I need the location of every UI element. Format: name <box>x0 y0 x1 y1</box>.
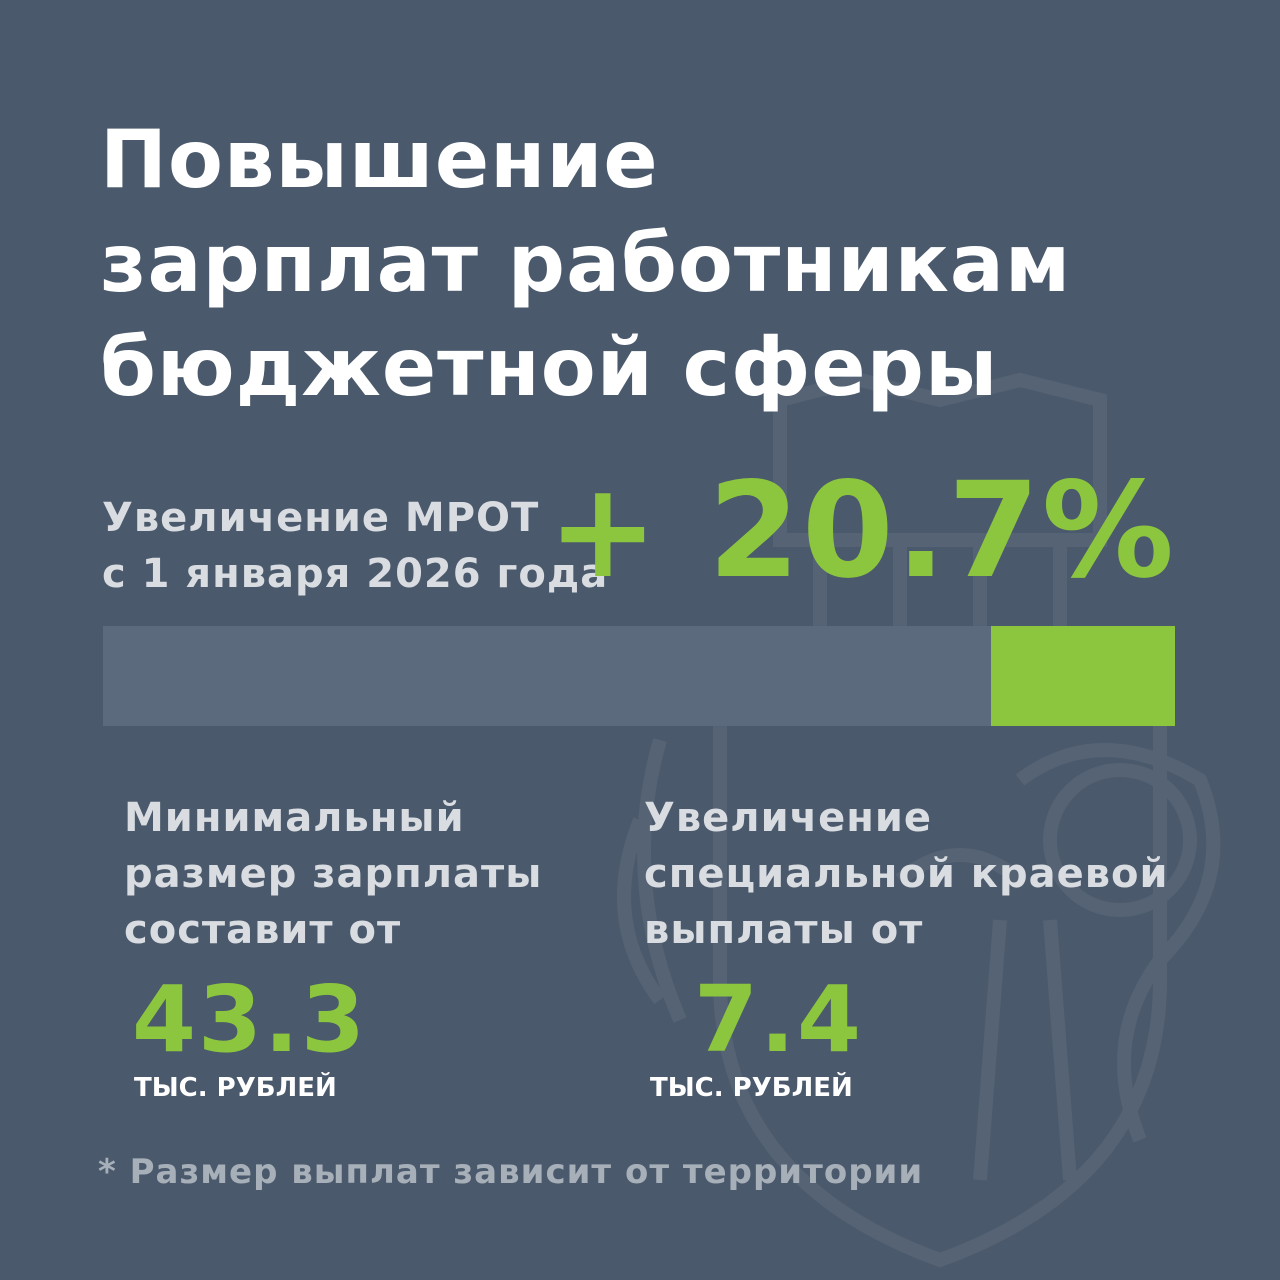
coat-of-arms-watermark-icon <box>617 372 1221 1268</box>
mrot-increase-value: + 20.7% <box>547 454 1176 608</box>
title-line: зарплат работникам <box>100 217 1072 310</box>
special-payment-block: Увеличение специальной краевой выплаты о… <box>644 790 1169 1103</box>
title-line: бюджетной сферы <box>100 321 999 414</box>
min-salary-value: 43.3 <box>132 966 367 1073</box>
page-title: Повышение зарплат работникам бюджетной с… <box>100 108 1071 420</box>
min-salary-label-line: Минимальный <box>124 795 465 841</box>
special-payment-unit: ТЫС. РУБЛЕЙ <box>650 1073 853 1103</box>
title-line: Повышение <box>100 113 659 206</box>
min-salary-label-line: размер зарплаты <box>124 851 543 897</box>
special-payment-label-line: выплаты от <box>644 907 924 953</box>
special-payment-value: 7.4 <box>694 966 863 1073</box>
mrot-progress-bar <box>103 626 1175 726</box>
min-salary-label-line: составит от <box>124 907 402 953</box>
special-payment-label-line: специальной краевой <box>644 851 1169 897</box>
mrot-increase-label: Увеличение МРОТ с 1 января 2026 года <box>102 490 608 602</box>
min-salary-block: Минимальный размер зарплаты составит от … <box>124 790 542 1103</box>
footnote: * Размер выплат зависит от территории <box>98 1152 924 1192</box>
mrot-label-line: Увеличение МРОТ <box>102 495 540 541</box>
mrot-progress-fill <box>991 626 1175 726</box>
min-salary-label: Минимальный размер зарплаты составит от <box>124 790 542 958</box>
min-salary-unit: ТЫС. РУБЛЕЙ <box>134 1073 337 1103</box>
mrot-label-line: с 1 января 2026 года <box>102 551 609 597</box>
special-payment-label: Увеличение специальной краевой выплаты о… <box>644 790 1169 958</box>
special-payment-label-line: Увеличение <box>644 795 932 841</box>
